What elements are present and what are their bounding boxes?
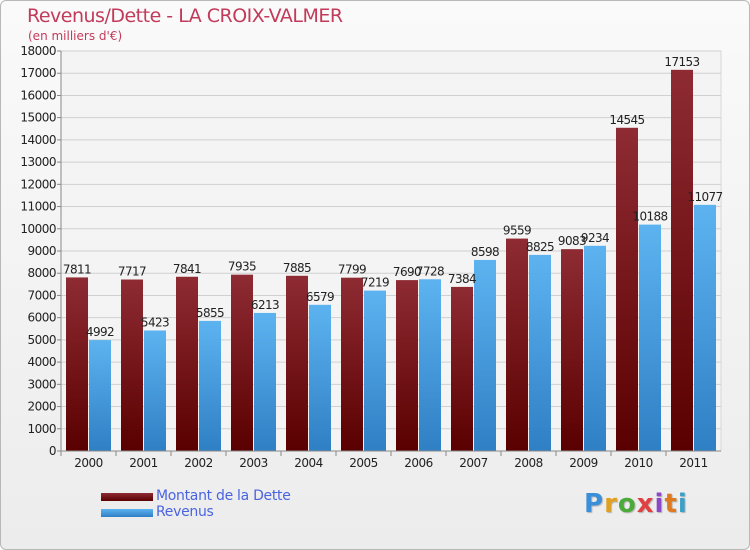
logo-letter: r <box>604 489 618 519</box>
legend-swatch-dette <box>101 493 153 501</box>
chart-subtitle: (en milliers d'€) <box>28 29 123 43</box>
chart-title: Revenus/Dette - LA CROIX-VALMER <box>27 5 343 27</box>
data-label-revenus: 10188 <box>632 210 667 224</box>
bar-revenus <box>89 340 111 451</box>
x-tick-label: 2004 <box>294 456 323 470</box>
data-label-dette: 17153 <box>664 55 699 69</box>
x-tick-label: 2009 <box>569 456 598 470</box>
bar-dette <box>671 69 693 452</box>
y-tick-label: 4000 <box>27 355 56 369</box>
data-label-dette: 7690 <box>393 265 421 279</box>
data-label-revenus: 5423 <box>141 315 169 329</box>
bar-dette <box>616 127 638 452</box>
x-tick-label: 2002 <box>184 456 213 470</box>
data-label-dette: 7935 <box>228 260 256 274</box>
data-label-revenus: 7728 <box>416 264 444 278</box>
y-tick-label: 11000 <box>20 200 56 214</box>
y-tick-label: 6000 <box>27 311 56 325</box>
y-tick-label: 7000 <box>27 288 56 302</box>
bar-dette <box>231 274 253 451</box>
data-label-revenus: 8598 <box>471 245 499 259</box>
y-tick-label: 8000 <box>27 266 56 280</box>
bar-revenus <box>144 330 166 451</box>
data-label-dette: 7841 <box>173 262 201 276</box>
bar-revenus <box>639 224 661 451</box>
bar-dette <box>176 276 198 451</box>
x-tick-label: 2010 <box>624 456 653 470</box>
logo-letter: x <box>636 489 655 519</box>
legend-swatch-revenus <box>101 509 153 517</box>
data-label-dette: 7799 <box>338 263 366 277</box>
y-tick-label: 2000 <box>27 400 56 414</box>
logo-letter: P <box>584 489 605 519</box>
bar-dette <box>286 275 308 451</box>
data-label-dette: 9559 <box>503 224 531 238</box>
y-tick-label: 16000 <box>20 88 56 102</box>
data-label-revenus: 8825 <box>526 240 554 254</box>
y-tick-label: 12000 <box>20 177 56 191</box>
bar-revenus <box>254 312 276 451</box>
bar-dette <box>396 280 418 451</box>
y-tick-label: 18000 <box>20 44 56 58</box>
legend-label-revenus: Revenus <box>156 504 214 520</box>
bar-dette <box>451 286 473 451</box>
logo-letter: i <box>677 489 688 519</box>
bar-dette <box>561 249 583 451</box>
data-label-revenus: 11077 <box>687 190 722 204</box>
data-label-dette: 7885 <box>283 261 311 275</box>
data-label-dette: 7811 <box>63 262 91 276</box>
bar-revenus <box>584 245 606 451</box>
bar-revenus <box>309 304 331 451</box>
data-label-dette: 7717 <box>118 265 146 279</box>
data-label-revenus: 7219 <box>361 276 389 290</box>
bar-revenus <box>419 279 441 451</box>
logo-letter: o <box>617 489 637 519</box>
bar-revenus <box>199 320 221 451</box>
y-tick-label: 1000 <box>27 422 56 436</box>
data-label-revenus: 9234 <box>581 231 609 245</box>
data-label-dette: 14545 <box>609 113 644 127</box>
bar-dette <box>121 279 143 451</box>
y-tick-label: 0 <box>49 444 56 458</box>
x-tick-label: 2001 <box>129 456 158 470</box>
legend-label-dette: Montant de la Dette <box>156 488 291 504</box>
data-label-revenus: 4992 <box>86 325 114 339</box>
bar-revenus <box>529 254 551 451</box>
x-tick-label: 2003 <box>239 456 268 470</box>
x-tick-label: 2011 <box>679 456 708 470</box>
bar-dette <box>341 277 363 451</box>
y-tick-label: 9000 <box>27 244 56 258</box>
x-tick-label: 2006 <box>404 456 433 470</box>
data-label-dette: 7384 <box>448 272 476 286</box>
x-tick-label: 2007 <box>459 456 488 470</box>
x-tick-label: 2000 <box>74 456 103 470</box>
y-tick-label: 10000 <box>20 222 56 236</box>
x-tick-label: 2008 <box>514 456 543 470</box>
bar-revenus <box>364 290 386 451</box>
logo-letter: t <box>664 489 678 519</box>
data-label-revenus: 6579 <box>306 290 334 304</box>
y-tick-label: 13000 <box>20 155 56 169</box>
bar-revenus <box>474 259 496 451</box>
y-tick-label: 14000 <box>20 133 56 147</box>
data-label-dette: 9083 <box>558 234 586 248</box>
y-tick-label: 17000 <box>20 66 56 80</box>
proxiti-logo: Proxiti <box>584 489 688 519</box>
logo-letter: i <box>654 489 665 519</box>
y-tick-label: 5000 <box>27 333 56 347</box>
y-tick-label: 3000 <box>27 377 56 391</box>
bar-dette <box>506 238 528 451</box>
y-tick-label: 15000 <box>20 111 56 125</box>
x-tick-label: 2005 <box>349 456 378 470</box>
data-label-revenus: 5855 <box>196 306 224 320</box>
data-label-revenus: 6213 <box>251 298 279 312</box>
bar-dette <box>66 277 88 451</box>
bar-revenus <box>694 204 716 451</box>
